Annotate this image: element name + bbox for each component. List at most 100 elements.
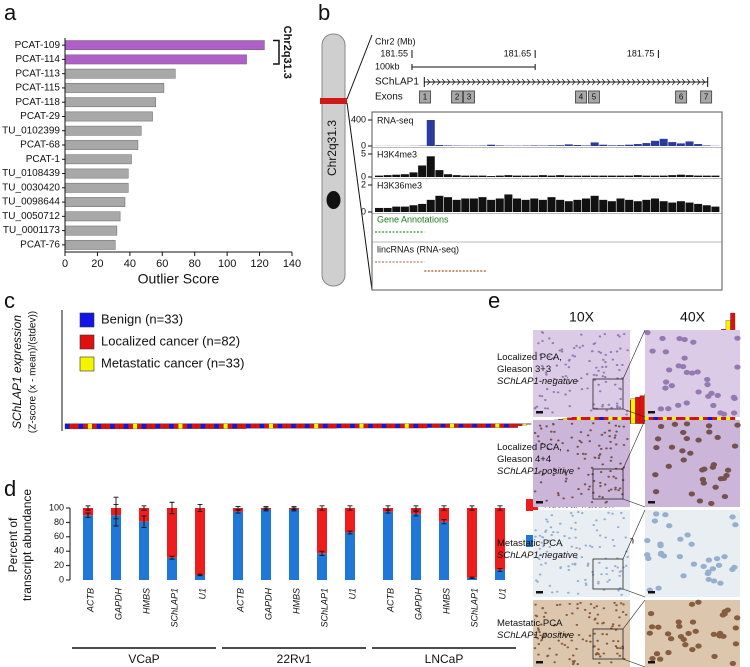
- error-bar: [469, 505, 475, 511]
- error-bar: [197, 573, 203, 577]
- scale-bar-label: 100kb: [375, 61, 400, 71]
- bar: [336, 423, 342, 429]
- bar: [291, 423, 297, 429]
- row-label: SChLAP1-negative: [497, 376, 578, 387]
- bar: [96, 423, 102, 430]
- bar: [155, 423, 161, 429]
- track-label: H3K36me3: [377, 180, 422, 190]
- bar: [110, 423, 115, 430]
- scale-bar: [536, 411, 543, 414]
- chromosome: [321, 33, 346, 287]
- signal-bar: [495, 175, 504, 177]
- y-tick-label: PCAT-118: [15, 97, 60, 108]
- signal-bar: [538, 175, 547, 177]
- error-bar: [169, 501, 175, 515]
- y-tick-label: 60: [54, 531, 64, 541]
- bar: [64, 239, 116, 250]
- bar: [354, 423, 360, 429]
- error-bar: [291, 506, 297, 510]
- signal-bar: [564, 175, 573, 177]
- bar: [522, 423, 527, 426]
- exon: [419, 90, 432, 104]
- bar: [64, 111, 153, 122]
- bar: [390, 423, 396, 429]
- signal-bar: [651, 140, 660, 146]
- x-tick-label: SChLAP1: [469, 588, 479, 628]
- y-tick-label: TU_0050712: [2, 211, 60, 222]
- x-tick-label: U1: [347, 588, 357, 600]
- micrograph: [533, 330, 630, 417]
- signal-bar: [392, 206, 401, 212]
- signal-bar: [452, 199, 461, 212]
- exon-label: 1: [423, 93, 428, 102]
- micrograph: [533, 510, 630, 597]
- signal-bar: [694, 144, 703, 146]
- bar: [327, 423, 333, 429]
- inset-lines: [622, 599, 646, 667]
- signal-bar: [702, 145, 711, 146]
- bar: [64, 211, 121, 222]
- bar: [168, 423, 174, 429]
- bar: [463, 423, 469, 428]
- y-tick-label: 5: [361, 148, 366, 158]
- panel-letter: c: [4, 288, 15, 313]
- error-bar: [169, 555, 175, 560]
- signal-bar: [676, 174, 685, 177]
- exon: [451, 90, 464, 104]
- signal-bar: [383, 175, 392, 177]
- signal-bar: [564, 201, 573, 212]
- signal-bar: [444, 145, 453, 146]
- legend-swatch: [79, 356, 95, 372]
- signal-bar: [702, 175, 711, 177]
- nuclei: [533, 601, 628, 666]
- signal-bar: [435, 195, 444, 212]
- centromere: [326, 191, 341, 209]
- bar: [286, 423, 292, 429]
- signal-bar: [599, 199, 608, 212]
- bar: [422, 423, 428, 429]
- signal-bar: [400, 206, 409, 212]
- signal-bar: [487, 144, 496, 146]
- bar: [635, 396, 641, 424]
- bar: [214, 423, 220, 429]
- bar: [517, 423, 523, 426]
- signal-bar: [461, 198, 470, 212]
- bar: [413, 423, 419, 429]
- bar: [245, 423, 251, 429]
- signal-bar: [495, 145, 504, 146]
- gene-strand: [427, 78, 706, 86]
- signal-bar: [400, 174, 409, 177]
- bar: [64, 68, 176, 79]
- bar-segment: [167, 557, 177, 580]
- x-tick-label: HMBS: [141, 588, 151, 614]
- bar: [64, 140, 139, 150]
- bar: [164, 423, 170, 429]
- signal-bar: [564, 144, 573, 146]
- x-tick-label: GAPDH: [413, 588, 423, 621]
- bar: [503, 423, 509, 428]
- bar: [236, 423, 242, 429]
- error-bar: [319, 505, 325, 511]
- x-tick-label: SChLAP1: [169, 588, 179, 628]
- bar: [490, 423, 496, 428]
- bar: [78, 423, 84, 430]
- y-tick-label: 40: [54, 546, 64, 556]
- signal-bar: [409, 205, 418, 212]
- y-tick-label: 80: [54, 517, 64, 527]
- panel-letter: e: [488, 288, 500, 313]
- error-bar: [497, 505, 503, 511]
- bar: [359, 423, 364, 429]
- bar: [313, 423, 319, 429]
- nuclei: [534, 511, 629, 596]
- signal-bar: [642, 143, 651, 146]
- bar: [64, 225, 118, 236]
- bar: [363, 423, 369, 429]
- bar: [472, 423, 478, 428]
- bar: [114, 423, 120, 430]
- micrograph: [533, 420, 630, 507]
- nuclei: [643, 511, 739, 593]
- bar-segment: [439, 508, 449, 522]
- y-tick-label: PCAT-114: [15, 54, 60, 65]
- x-tick-label: 181.75: [627, 48, 655, 58]
- x-tick-label: 181.65: [504, 48, 532, 58]
